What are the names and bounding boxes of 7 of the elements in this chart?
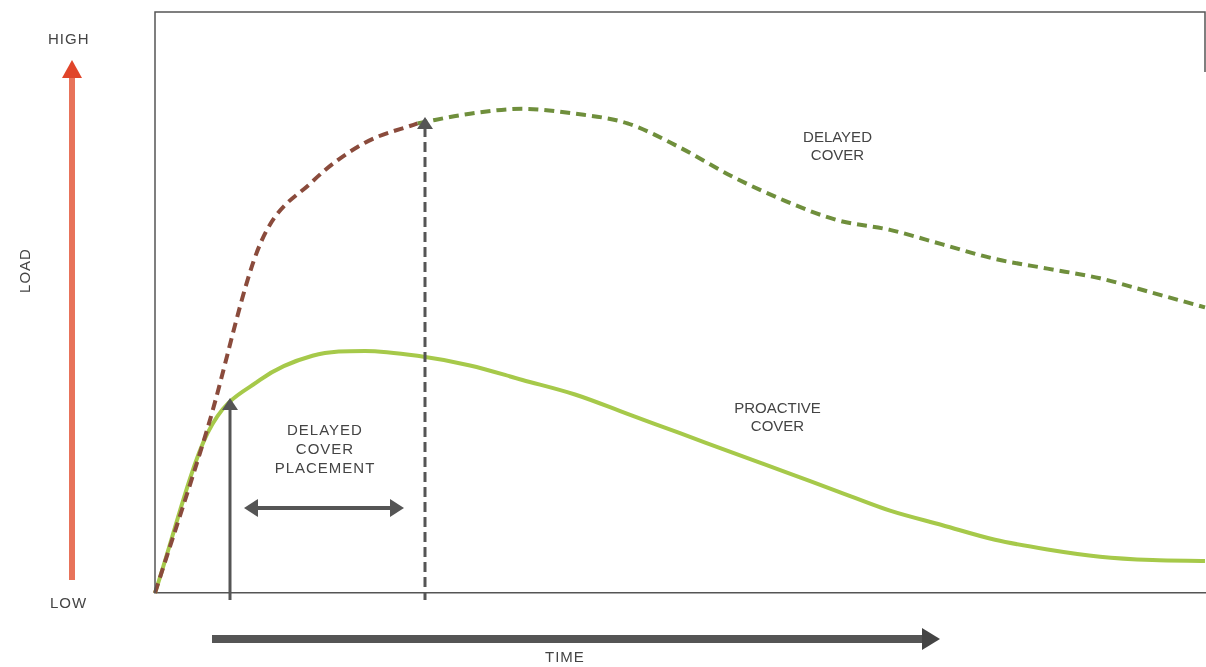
- series-label: PROACTIVE COVER: [734, 399, 821, 435]
- text: DELAYED COVER: [803, 128, 873, 164]
- text: LOW: [50, 594, 88, 611]
- text: TIME: [545, 648, 585, 665]
- text: HIGH: [48, 30, 90, 47]
- text: LOAD: [15, 248, 33, 293]
- annotation: DELAYED COVER PLACEMENT: [273, 420, 377, 477]
